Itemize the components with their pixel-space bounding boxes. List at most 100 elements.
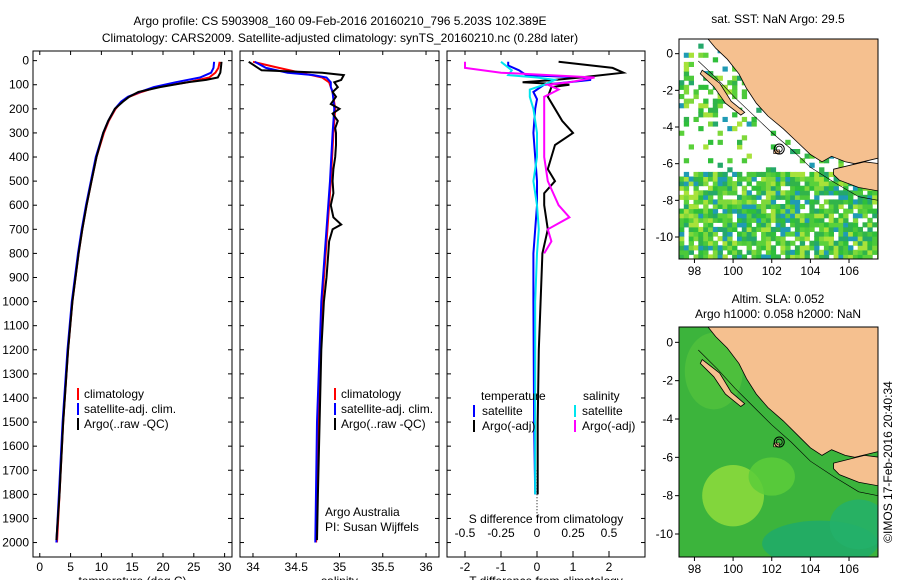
x-tick-label: 35 [333, 560, 347, 574]
sst-pixel [683, 204, 690, 210]
argo-position-marker [775, 145, 783, 153]
sst-pixel [732, 75, 738, 81]
sst-pixel [843, 240, 849, 246]
y-tick-label: 900 [9, 270, 29, 284]
sst-pixel [732, 226, 738, 232]
sst-pixel [698, 43, 704, 49]
sst-pixel [843, 254, 849, 259]
legend-label: satellite [582, 404, 623, 418]
sst-pixel [770, 204, 777, 210]
sst-pixel [790, 171, 796, 177]
x-tick-label: 30 [218, 560, 232, 574]
sst-pixel [693, 245, 699, 251]
sst-pixel [732, 190, 738, 196]
sst-pixel [794, 217, 801, 223]
sst-pixel [770, 213, 777, 219]
sst-pixel [872, 240, 878, 246]
sst-pixel [708, 213, 714, 219]
sst-pixel [708, 194, 714, 200]
map-title: Argo h1000: 0.058 h2000: NaN [695, 307, 861, 321]
sst-pixel [693, 204, 699, 210]
sst-pixel [843, 208, 849, 214]
sst-pixel [717, 130, 723, 136]
sst-pixel [804, 199, 810, 205]
sst-pixel [823, 254, 830, 259]
sst-pixel [712, 213, 719, 219]
sst-pixel [867, 222, 873, 228]
sst-pixel [708, 199, 714, 205]
sst-pixel [804, 254, 810, 259]
sst-pixel [785, 217, 791, 223]
sst-pixel [698, 217, 704, 223]
sst-pixel [708, 208, 714, 214]
sst-pixel [708, 121, 714, 127]
sst-pixel [746, 121, 752, 127]
sst-pixel [761, 254, 767, 259]
sst-pixel [828, 226, 834, 232]
sst-pixel [862, 213, 868, 219]
sst-pixel [775, 181, 781, 187]
sst-pixel [722, 254, 728, 259]
sst-pixel [727, 80, 733, 86]
sst-pixel [737, 204, 743, 210]
sst-pixel [775, 171, 781, 177]
sst-pixel [833, 217, 839, 223]
sst-pixel [712, 254, 719, 259]
sst-pixel [703, 240, 709, 246]
sst-pixel [770, 167, 777, 173]
sst-pixel [693, 199, 699, 205]
x-tick-label: 1 [570, 560, 577, 574]
x-tick-label: 0 [36, 560, 43, 574]
sst-pixel [804, 213, 810, 219]
sst-pixel [814, 181, 820, 187]
sst-pixel [804, 153, 810, 159]
sst-pixel [862, 245, 868, 251]
sst-pixel [683, 213, 690, 219]
legend-label: temperature [481, 389, 546, 403]
sst-pixel [761, 226, 767, 232]
sst-pixel [727, 222, 733, 228]
sst-pixel [872, 208, 878, 214]
y-tick-label: -10 [656, 527, 674, 541]
sst-pixel [828, 181, 834, 187]
sst-pixel [780, 236, 786, 242]
sst-pixel [688, 98, 694, 104]
y-tick-label: 800 [9, 246, 29, 260]
land-mentawai [699, 358, 746, 408]
sst-pixel [780, 240, 786, 246]
sst-pixel [737, 144, 743, 150]
sst-pixel [828, 208, 834, 214]
sst-pixel [814, 249, 820, 255]
plot-frame [446, 50, 646, 558]
sst-pixel [708, 89, 714, 95]
y-tick-label: 400 [9, 150, 29, 164]
sst-pixel [780, 190, 786, 196]
sst-pixel [809, 176, 815, 182]
sst-pixel [867, 249, 873, 255]
land-mentawai [699, 69, 746, 116]
sst-pixel [708, 217, 714, 223]
y-tick-label: -4 [662, 120, 673, 134]
sst-pixel [727, 245, 733, 251]
sst-pixel [693, 217, 699, 223]
sst-pixel [809, 245, 815, 251]
sst-pixel [737, 213, 743, 219]
sst-pixel [751, 240, 757, 246]
sst-pixel [751, 254, 757, 259]
sst-pixel [683, 185, 690, 191]
sst-pixel [765, 240, 772, 246]
sst-pixel [703, 226, 709, 232]
series-line-black [55, 61, 223, 541]
sst-pixel [785, 240, 791, 246]
sst-pixel [679, 254, 685, 259]
sst-pixel [703, 199, 709, 205]
plot-frame [239, 50, 440, 558]
sst-pixel [862, 254, 868, 259]
sst-pixel [732, 89, 738, 95]
y-tick-label: -4 [662, 412, 673, 426]
sst-pixel [679, 185, 685, 191]
x-tick-label: 100 [723, 562, 743, 576]
series-line-black [248, 60, 346, 541]
sst-pixel [794, 208, 801, 214]
sst-pixel [828, 204, 834, 210]
